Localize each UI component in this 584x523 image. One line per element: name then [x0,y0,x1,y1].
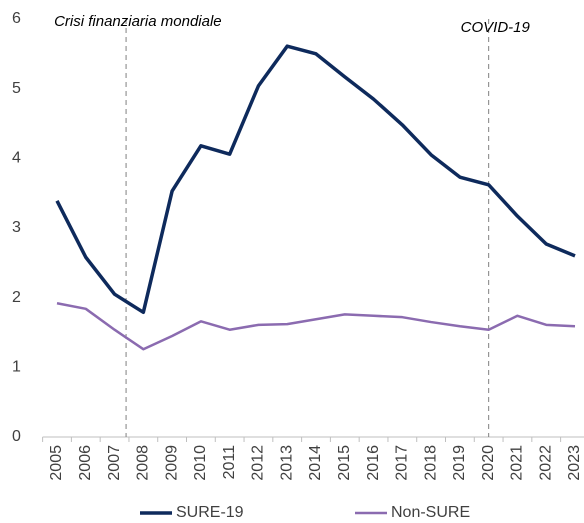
x-tick-label: 2021 [509,445,526,481]
series-line [55,44,576,315]
y-tick-label: 5 [12,80,21,97]
x-tick-label: 2016 [365,445,382,481]
x-tick-label: 2013 [278,445,295,481]
annotation: COVID-19 [461,19,531,36]
y-tick-label: 3 [12,219,21,236]
x-tick-label: 2009 [163,445,180,481]
x-tick-label: 2005 [48,445,65,481]
y-tick-label: 1 [12,359,21,376]
x-tick-label: 2007 [106,445,123,481]
x-tick-label: 2011 [221,445,238,480]
x-tick-label: 2006 [77,445,94,481]
x-tick-label: 2008 [135,445,152,481]
x-tick-label: 2014 [307,445,324,481]
x-tick-label: 2019 [451,445,468,481]
legend-label: SURE-19 [176,504,244,521]
x-tick-label: 2022 [537,445,554,481]
series-line [56,302,576,351]
x-tick-label: 2018 [422,445,439,481]
legend-label: Non-SURE [391,504,470,521]
annotation: Crisi finanziaria mondiale [54,13,222,30]
y-tick-label: 2 [12,289,21,306]
y-tick-label: 6 [12,10,21,27]
x-tick-label: 2020 [480,445,497,481]
x-tick-label: 2017 [394,445,411,481]
x-tick-label: 2012 [250,445,267,481]
x-tick-label: 2023 [566,445,583,481]
y-tick-label: 0 [12,428,21,445]
x-tick-label: 2010 [192,445,209,481]
y-tick-label: 4 [12,150,21,167]
x-tick-label: 2015 [336,445,353,481]
